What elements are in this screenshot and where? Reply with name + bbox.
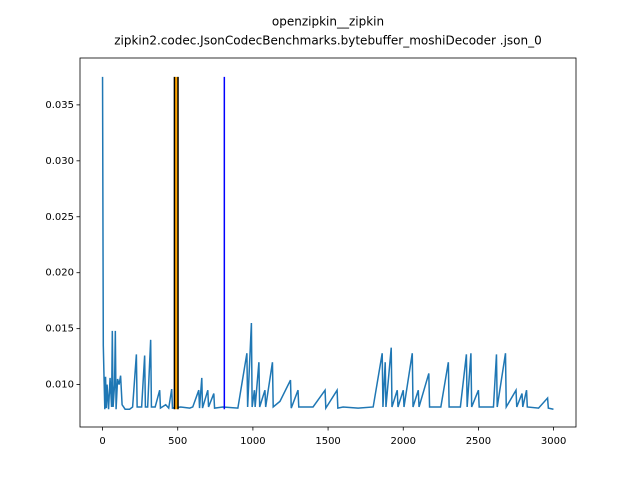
plot-frame [79, 57, 577, 428]
y-tick-label: 0.020 [45, 268, 74, 279]
x-tick-label: 1000 [240, 436, 265, 447]
y-tick-label: 0.010 [45, 380, 74, 391]
x-tick-label: 3000 [541, 436, 566, 447]
y-tick-label: 0.030 [45, 156, 74, 167]
x-tick-label: 2000 [391, 436, 416, 447]
y-tick-label: 0.035 [45, 100, 74, 111]
y-tick-label: 0.015 [45, 324, 74, 335]
chart-subtitle: zipkin2.codec.JsonCodecBenchmarks.bytebu… [114, 34, 542, 48]
chart-title: openzipkin__zipkin [272, 15, 384, 29]
x-tick-label: 500 [168, 436, 187, 447]
data-line [101, 76, 554, 411]
y-tick-label: 0.025 [45, 212, 74, 223]
x-tick-label: 0 [99, 436, 105, 447]
highlight-span [174, 76, 178, 410]
x-tick-label: 2500 [466, 436, 491, 447]
x-tick-label: 1500 [315, 436, 340, 447]
